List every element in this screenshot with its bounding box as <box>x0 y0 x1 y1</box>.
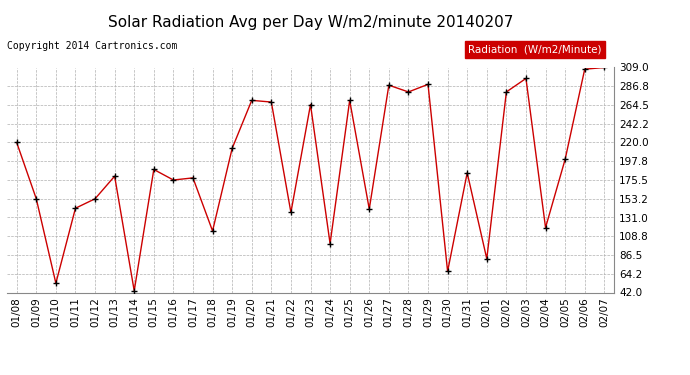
Text: Radiation  (W/m2/Minute): Radiation (W/m2/Minute) <box>469 45 602 54</box>
Text: Copyright 2014 Cartronics.com: Copyright 2014 Cartronics.com <box>7 41 177 51</box>
Text: Solar Radiation Avg per Day W/m2/minute 20140207: Solar Radiation Avg per Day W/m2/minute … <box>108 15 513 30</box>
